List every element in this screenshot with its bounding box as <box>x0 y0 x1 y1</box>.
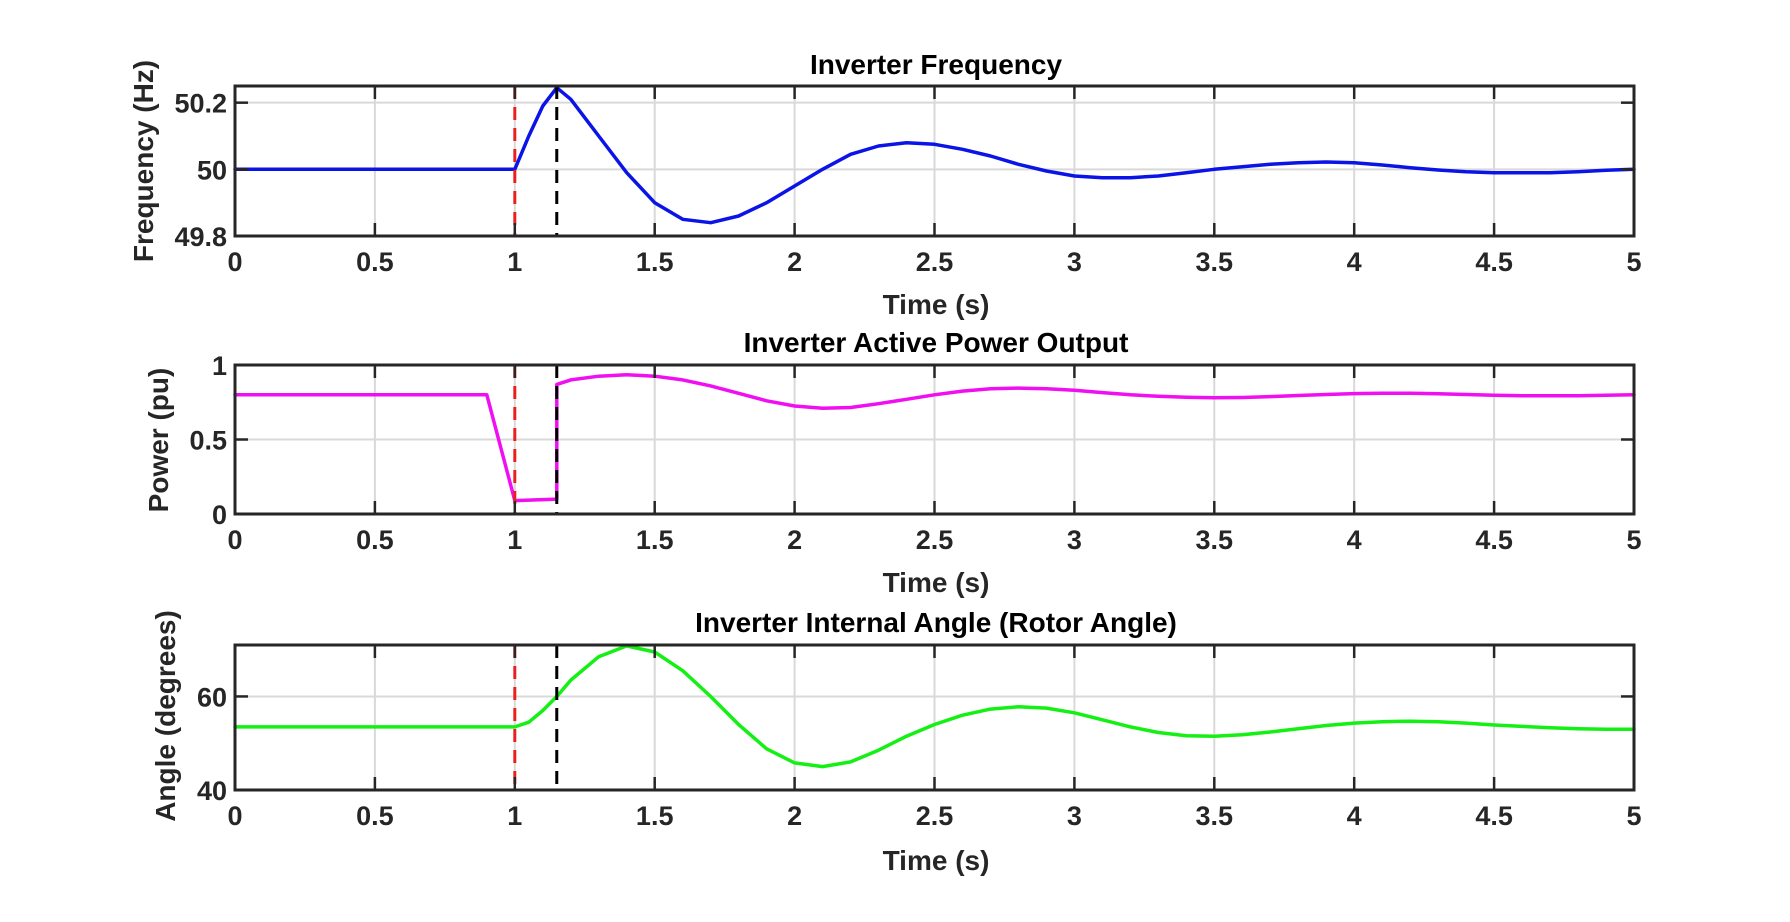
subplot-inverter-active-power: Inverter Active Power Output Time (s) Po… <box>143 327 1642 598</box>
x-tick-label: 3 <box>1067 247 1082 277</box>
x-tick-label: 5 <box>1626 525 1641 555</box>
x-axis-label: Time (s) <box>883 567 990 598</box>
x-tick-label: 2 <box>787 801 802 831</box>
x-tick-label: 2 <box>787 247 802 277</box>
x-tick-label: 3.5 <box>1196 247 1234 277</box>
x-tick-label: 0.5 <box>356 525 394 555</box>
series-line <box>233 372 1636 503</box>
plot-title: Inverter Internal Angle (Rotor Angle) <box>695 607 1177 638</box>
x-tick-label: 1.5 <box>636 525 674 555</box>
x-tick-label: 3.5 <box>1196 525 1234 555</box>
y-tick-label: 60 <box>197 682 227 712</box>
x-tick-label: 4 <box>1347 525 1362 555</box>
x-tick-label: 1.5 <box>636 801 674 831</box>
y-tick-label: 0.5 <box>189 426 227 456</box>
x-tick-label: 2.5 <box>916 247 954 277</box>
x-tick-label: 1.5 <box>636 247 674 277</box>
y-tick-label: 40 <box>197 776 227 806</box>
x-tick-label: 0.5 <box>356 247 394 277</box>
x-tick-label: 0 <box>227 247 242 277</box>
x-tick-label: 2 <box>787 525 802 555</box>
x-tick-label: 4 <box>1347 247 1362 277</box>
x-tick-label: 0 <box>227 801 242 831</box>
x-tick-label: 3 <box>1067 801 1082 831</box>
x-tick-label: 4.5 <box>1475 801 1513 831</box>
y-axis-label: Frequency (Hz) <box>128 60 159 262</box>
y-tick-label: 0 <box>212 500 227 530</box>
x-tick-label: 4.5 <box>1475 247 1513 277</box>
x-tick-label: 1 <box>507 801 522 831</box>
y-axis-label: Power (pu) <box>143 368 174 513</box>
y-axis-label: Angle (degrees) <box>150 610 181 822</box>
x-axis-label: Time (s) <box>883 289 990 320</box>
subplot-inverter-frequency: Inverter Frequency Time (s) Frequency (H… <box>128 49 1642 320</box>
x-tick-label: 1 <box>507 247 522 277</box>
series-line <box>233 85 1636 225</box>
y-tick-label: 50 <box>197 155 227 185</box>
y-tick-label: 50.2 <box>174 89 227 119</box>
x-tick-label: 1 <box>507 525 522 555</box>
x-tick-label: 2.5 <box>916 801 954 831</box>
x-tick-label: 3.5 <box>1196 801 1234 831</box>
series-line <box>233 644 1636 769</box>
plot-title: Inverter Frequency <box>810 49 1063 80</box>
x-tick-label: 3 <box>1067 525 1082 555</box>
x-tick-label: 2.5 <box>916 525 954 555</box>
x-tick-label: 4 <box>1347 801 1362 831</box>
y-tick-label: 49.8 <box>174 222 227 252</box>
x-tick-label: 0 <box>227 525 242 555</box>
x-tick-label: 5 <box>1626 247 1641 277</box>
plot-title: Inverter Active Power Output <box>744 327 1129 358</box>
subplot-inverter-internal-angle: Inverter Internal Angle (Rotor Angle) Ti… <box>150 607 1642 876</box>
x-tick-label: 0.5 <box>356 801 394 831</box>
y-tick-label: 1 <box>212 351 227 381</box>
x-tick-label: 5 <box>1626 801 1641 831</box>
x-tick-label: 4.5 <box>1475 525 1513 555</box>
x-axis-label: Time (s) <box>883 845 990 876</box>
